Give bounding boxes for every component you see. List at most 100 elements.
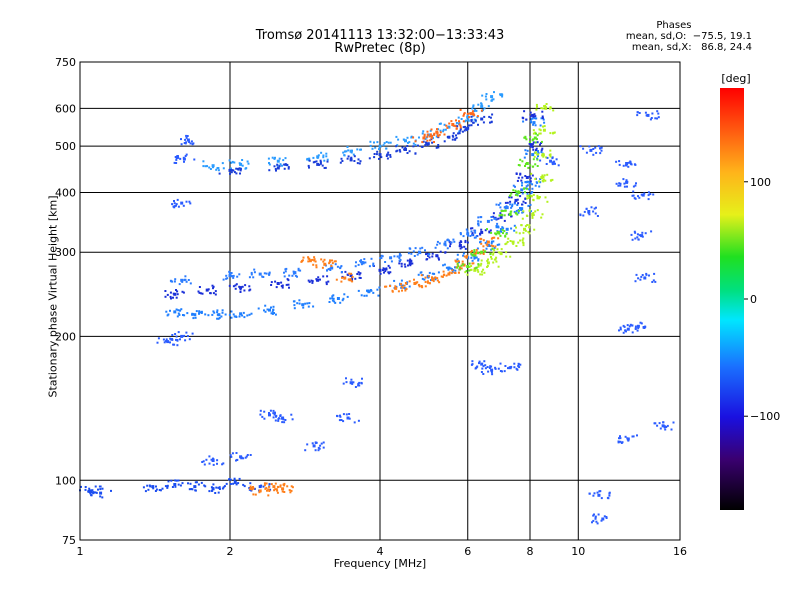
echo-point bbox=[501, 370, 503, 373]
echo-point bbox=[283, 271, 285, 274]
echo-point bbox=[507, 367, 509, 370]
echo-point bbox=[241, 159, 244, 161]
echo-point bbox=[182, 157, 186, 161]
echo-point bbox=[163, 341, 166, 344]
echo-point bbox=[333, 300, 336, 303]
echo-point bbox=[513, 362, 516, 365]
echo-point bbox=[452, 238, 455, 241]
echo-point bbox=[493, 249, 496, 252]
echo-point bbox=[92, 491, 95, 494]
echo-point bbox=[456, 253, 459, 256]
echo-point bbox=[407, 141, 409, 144]
echo-point bbox=[521, 192, 524, 195]
echo-point bbox=[463, 113, 465, 116]
echo-point bbox=[491, 113, 494, 116]
echo-point bbox=[158, 489, 161, 491]
echo-point bbox=[499, 215, 503, 219]
echo-point bbox=[504, 243, 507, 246]
echo-point bbox=[486, 264, 489, 267]
echo-point bbox=[209, 168, 212, 170]
echo-point bbox=[480, 102, 483, 105]
echo-point bbox=[541, 213, 544, 216]
echo-point bbox=[176, 198, 179, 201]
echo-point bbox=[360, 381, 363, 384]
echo-point bbox=[446, 239, 449, 242]
echo-point bbox=[522, 210, 525, 213]
echo-point bbox=[525, 185, 528, 188]
echo-point bbox=[155, 488, 158, 491]
echo-point bbox=[428, 253, 431, 255]
echo-point bbox=[228, 314, 231, 316]
echo-point bbox=[541, 115, 544, 118]
echo-point bbox=[462, 254, 465, 257]
echo-point bbox=[467, 119, 470, 122]
echo-point bbox=[626, 185, 628, 188]
echo-point bbox=[399, 259, 402, 261]
echo-point bbox=[270, 281, 273, 284]
echo-point bbox=[368, 157, 371, 160]
echo-point bbox=[526, 197, 529, 200]
echo-point bbox=[521, 203, 523, 206]
echo-point bbox=[217, 491, 220, 494]
echo-point bbox=[455, 134, 457, 137]
echo-point bbox=[619, 328, 622, 331]
echo-point bbox=[325, 281, 328, 284]
echo-point bbox=[478, 360, 481, 363]
echo-point bbox=[282, 483, 285, 486]
echo-point bbox=[322, 260, 325, 263]
echo-point bbox=[186, 312, 189, 315]
echo-point bbox=[463, 129, 466, 132]
echo-point bbox=[624, 435, 627, 438]
echo-point bbox=[162, 338, 165, 341]
echo-point bbox=[625, 179, 628, 182]
echo-point bbox=[546, 173, 549, 176]
echo-point bbox=[487, 105, 490, 108]
echo-point bbox=[276, 163, 279, 166]
echo-point bbox=[194, 316, 197, 319]
echo-point bbox=[491, 247, 494, 250]
echo-point bbox=[412, 142, 415, 145]
echo-point bbox=[627, 439, 630, 442]
echo-point bbox=[381, 255, 384, 258]
echo-point bbox=[470, 249, 473, 252]
echo-point bbox=[230, 455, 233, 458]
echo-point bbox=[173, 200, 175, 202]
echo-point bbox=[389, 141, 392, 144]
echo-trace bbox=[412, 109, 483, 144]
echo-point bbox=[460, 118, 463, 120]
echo-point bbox=[400, 285, 403, 288]
echo-point bbox=[552, 109, 555, 112]
echo-trace bbox=[79, 477, 272, 499]
echo-point bbox=[552, 161, 554, 164]
echo-point bbox=[321, 266, 324, 269]
echo-point bbox=[418, 136, 420, 139]
echo-point bbox=[172, 292, 175, 295]
echo-point bbox=[263, 272, 266, 275]
echo-point bbox=[378, 157, 380, 160]
echo-point bbox=[595, 151, 598, 154]
echo-point bbox=[475, 251, 478, 254]
echo-point bbox=[479, 237, 482, 240]
echo-point bbox=[531, 146, 534, 149]
echo-point bbox=[385, 267, 388, 270]
echo-point bbox=[459, 247, 462, 250]
echo-point bbox=[480, 362, 484, 366]
echo-point bbox=[474, 267, 477, 270]
echo-point bbox=[508, 212, 512, 216]
echo-point bbox=[398, 257, 401, 259]
echo-point bbox=[464, 239, 467, 242]
echo-point bbox=[652, 279, 655, 282]
echo-point bbox=[167, 480, 170, 483]
echo-point bbox=[221, 309, 224, 312]
echo-point bbox=[451, 134, 454, 137]
echo-point bbox=[186, 335, 189, 337]
echo-point bbox=[185, 331, 188, 334]
echo-point bbox=[587, 212, 590, 215]
echo-point bbox=[385, 268, 388, 271]
echo-point bbox=[288, 489, 291, 492]
echo-point bbox=[177, 312, 180, 315]
echo-point bbox=[233, 171, 236, 174]
echo-point bbox=[619, 437, 622, 440]
echo-point bbox=[515, 245, 518, 247]
echo-point bbox=[166, 340, 170, 344]
